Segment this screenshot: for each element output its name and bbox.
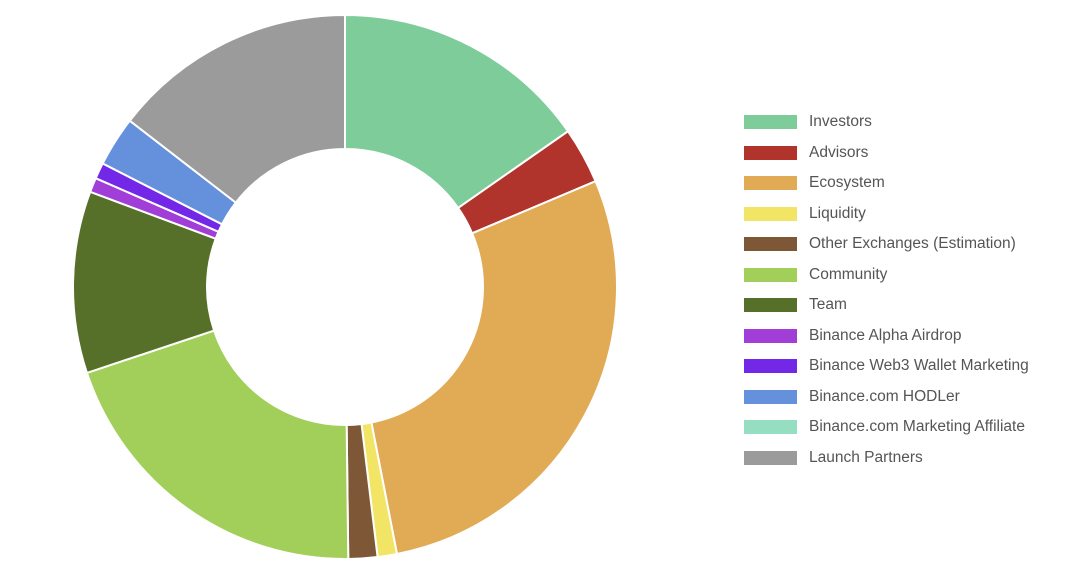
legend-item[interactable]: Advisors — [744, 138, 1079, 169]
chart-legend: Investors Advisors Ecosystem Liquidity Other… — [744, 107, 1079, 473]
legend-swatch — [744, 206, 797, 221]
legend-swatch — [744, 176, 797, 191]
legend-item[interactable]: Binance Alpha Airdrop — [744, 321, 1079, 352]
legend-swatch — [744, 145, 797, 160]
legend-swatch — [744, 420, 797, 435]
slice-community — [85, 329, 350, 560]
legend-item[interactable]: Launch Partners — [744, 443, 1079, 474]
legend-item[interactable]: Team — [744, 290, 1079, 321]
legend-label: Ecosystem — [809, 174, 885, 192]
legend-label: Other Exchanges (Estimation) — [809, 235, 1016, 253]
legend-label: Advisors — [809, 143, 869, 161]
legend-item[interactable]: Other Exchanges (Estimation) — [744, 229, 1079, 260]
legend-swatch — [744, 359, 797, 374]
slice-launch-partners — [128, 13, 346, 205]
legend-swatch — [744, 267, 797, 282]
legend-item[interactable]: Community — [744, 260, 1079, 291]
slice-ecosystem — [370, 179, 618, 556]
legend-item[interactable]: Ecosystem — [744, 168, 1079, 199]
legend-label: Binance.com HODLer — [809, 387, 960, 405]
legend-swatch — [744, 237, 797, 252]
slice-investors — [344, 13, 570, 210]
legend-item[interactable]: Binance.com HODLer — [744, 382, 1079, 413]
legend-item[interactable]: Binance Web3 Wallet Marketing — [744, 351, 1079, 382]
legend-label: Community — [809, 265, 888, 283]
legend-item[interactable]: Liquidity — [744, 199, 1079, 230]
legend-swatch — [744, 328, 797, 343]
legend-label: Team — [809, 296, 847, 314]
legend-label: Binance Web3 Wallet Marketing — [809, 357, 1029, 375]
legend-swatch — [744, 115, 797, 130]
legend-label: Binance Alpha Airdrop — [809, 326, 962, 344]
legend-label: Launch Partners — [809, 448, 923, 466]
donut-slices — [72, 13, 618, 560]
legend-item[interactable]: Investors — [744, 107, 1079, 138]
legend-swatch — [744, 389, 797, 404]
legend-label: Investors — [809, 113, 872, 131]
legend-label: Binance.com Marketing Affiliate — [809, 418, 1025, 436]
legend-label: Liquidity — [809, 204, 866, 222]
legend-swatch — [744, 298, 797, 313]
legend-item[interactable]: Binance.com Marketing Affiliate — [744, 412, 1079, 443]
legend-swatch — [744, 450, 797, 465]
donut-chart — [72, 13, 618, 560]
